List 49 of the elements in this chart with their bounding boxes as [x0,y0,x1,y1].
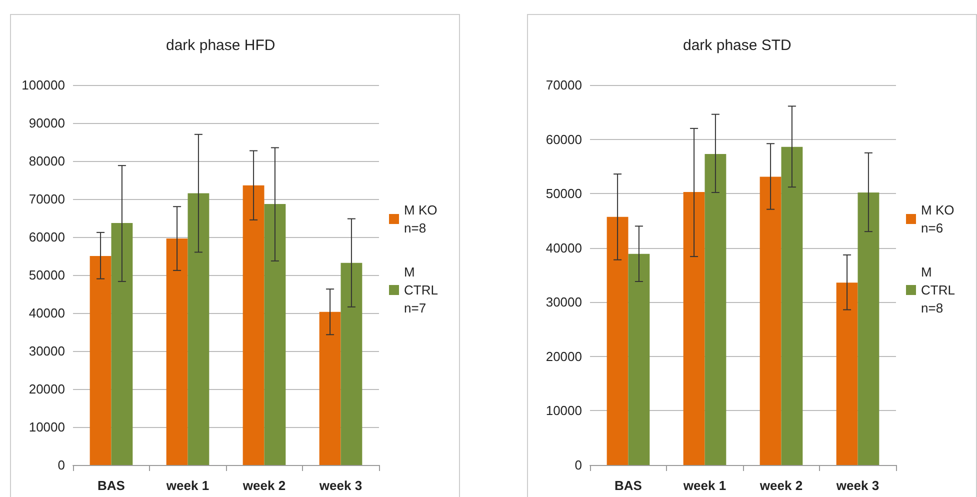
y-tick-label: 70000 [28,192,65,206]
chart-title: dark phase HFD [166,37,276,54]
y-tick-label: 50000 [28,268,65,282]
x-tick-label: week 2 [758,478,803,493]
legend-label: M KO n=6 [921,202,958,236]
bar [319,312,341,465]
y-tick-label: 40000 [546,240,582,256]
bar [111,222,133,465]
chart-title: dark phase STD [683,37,792,54]
bar [90,256,112,465]
y-tick-label: 0 [574,458,582,472]
bar [628,254,650,465]
x-tick-label: week 3 [318,478,362,493]
x-tick-label: week 3 [835,478,880,493]
bar [836,282,858,465]
legend-label: M CTRL n=8 [921,264,958,316]
x-tick-label: week 1 [682,478,726,493]
bar [606,216,628,465]
bar [242,185,264,465]
y-tick-label: 60000 [28,230,65,244]
x-tick-label: week 1 [165,478,210,493]
bar [858,192,880,465]
y-tick-label: 70000 [546,78,582,92]
legend-label: M KO n=8 [404,202,441,236]
bar [188,193,210,465]
y-tick-label: 50000 [546,186,582,202]
y-tick-label: 10000 [546,403,582,418]
bar [264,204,286,465]
legend-label: M CTRL n=7 [404,264,442,316]
bar [760,176,782,465]
y-tick-label: 0 [58,458,65,472]
y-tick-label: 60000 [546,132,582,147]
y-tick-label: 20000 [28,382,65,396]
y-tick-label: 30000 [546,294,582,310]
bar [683,192,705,465]
y-tick-label: 80000 [28,154,65,168]
bar [781,146,803,465]
x-tick-label: BAS [98,478,126,493]
bar [704,154,726,465]
bar [340,262,362,465]
y-tick-label: 90000 [28,116,65,130]
x-tick-label: BAS [614,478,642,493]
y-tick-label: 20000 [546,348,582,364]
y-tick-label: 100000 [22,78,65,92]
y-tick-label: 10000 [28,420,65,434]
y-tick-label: 30000 [28,344,65,358]
bar [166,238,188,465]
x-tick-label: week 2 [242,478,286,493]
y-tick-label: 40000 [28,306,65,320]
